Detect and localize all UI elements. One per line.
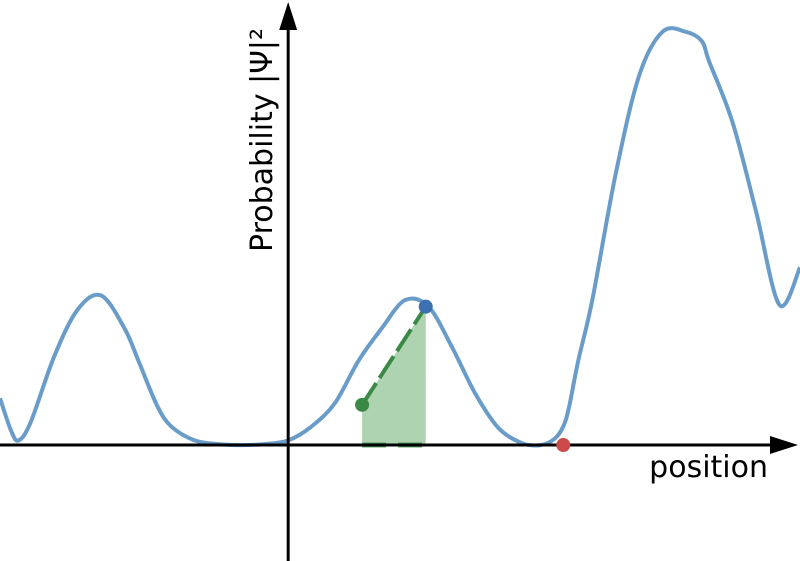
highlight-points — [355, 299, 571, 453]
highlight-point-1 — [355, 397, 370, 412]
highlight-point-3 — [556, 438, 571, 453]
x-axis-label: position — [649, 450, 768, 485]
y-axis-arrow — [279, 2, 298, 30]
secant-line — [360, 305, 428, 406]
highlight-point-2 — [418, 299, 433, 314]
shaded-area — [362, 306, 426, 446]
x-axis-arrow — [770, 436, 798, 455]
y-axis-label: Probability |Ψ|² — [245, 28, 280, 252]
